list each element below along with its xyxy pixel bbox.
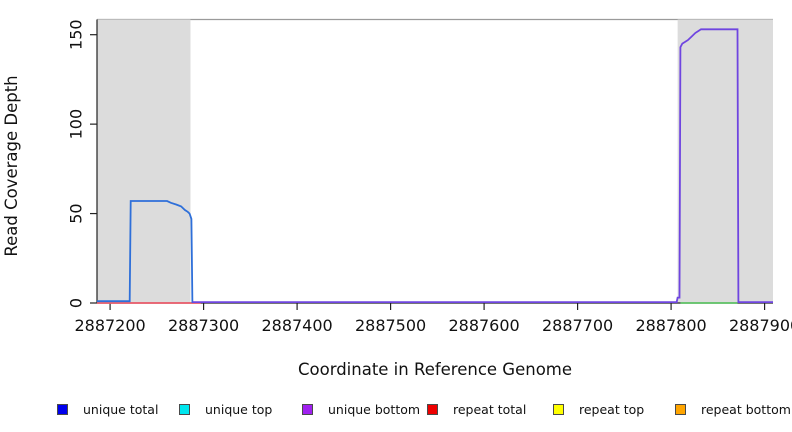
y-tick-label: 100 (67, 109, 86, 140)
x-tick-label: 2887900 (729, 316, 792, 335)
legend-swatch-unique-total (57, 403, 68, 415)
x-tick-label: 2887300 (168, 316, 239, 335)
highlight-region (677, 19, 773, 303)
legend-item-unique-top: unique top (179, 400, 272, 418)
x-tick-label: 2887800 (635, 316, 706, 335)
legend-label: unique bottom (328, 401, 421, 417)
legend-item-unique-bottom: unique bottom (302, 400, 420, 418)
x-tick-label: 2887400 (261, 316, 332, 335)
legend-item-repeat-bottom: repeat bottom (675, 400, 791, 418)
x-tick-label: 2887500 (355, 316, 426, 335)
legend-label: repeat bottom (701, 401, 791, 417)
chart-legend: unique total unique top unique bottom repea… (0, 400, 792, 422)
series-unique-bottom-line (192, 28, 773, 304)
legend-swatch-unique-top (179, 403, 190, 415)
x-axis-title: Coordinate in Reference Genome (297, 360, 573, 379)
legend-swatch-repeat-top (553, 403, 564, 415)
y-axis-title: Read Coverage Depth (2, 75, 21, 257)
y-tick-label: 50 (67, 203, 86, 223)
y-tick-label: 0 (67, 298, 86, 308)
legend-swatch-repeat-bottom (675, 403, 686, 415)
legend-label: unique top (205, 401, 273, 417)
legend-item-unique-total: unique total (57, 400, 158, 418)
legend-swatch-repeat-total (427, 403, 438, 415)
x-tick-label: 2887600 (448, 316, 519, 335)
x-tick-label: 2887200 (74, 316, 145, 335)
legend-item-repeat-total: repeat total (427, 400, 526, 418)
legend-label: repeat total (453, 401, 527, 417)
legend-label: unique total (83, 401, 159, 417)
x-tick-label: 2887700 (542, 316, 613, 335)
legend-swatch-unique-bottom (302, 403, 313, 415)
series-unique-total-line (97, 200, 194, 304)
highlight-region (97, 19, 191, 303)
legend-item-repeat-top: repeat top (553, 400, 644, 418)
y-tick-label: 150 (67, 19, 86, 50)
legend-label: repeat top (579, 401, 645, 417)
